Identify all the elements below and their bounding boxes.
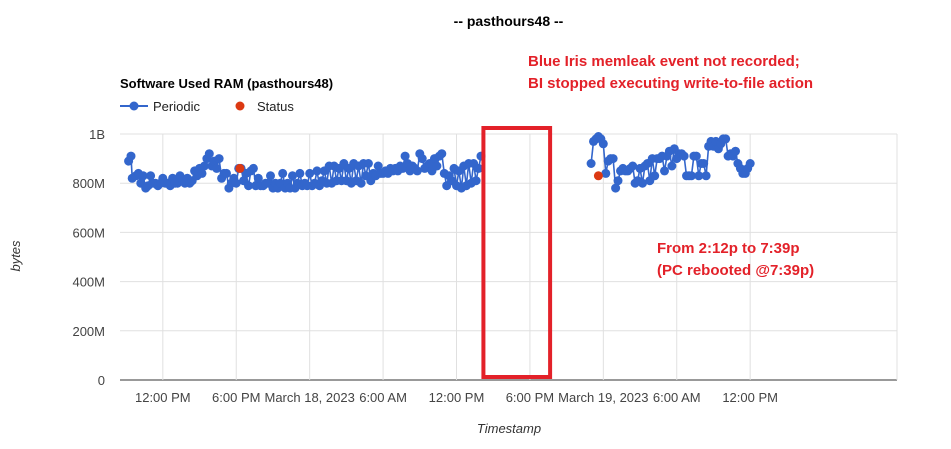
data-point-periodic[interactable] <box>214 154 224 164</box>
data-point-periodic[interactable] <box>295 168 305 178</box>
y-tick-label: 0 <box>98 373 105 388</box>
data-point-periodic[interactable] <box>278 168 288 178</box>
legend: Periodic Status <box>120 99 294 114</box>
y-tick-label: 1B <box>89 127 105 142</box>
data-point-periodic[interactable] <box>417 154 427 164</box>
data-point-periodic[interactable] <box>586 159 596 168</box>
data-point-periodic[interactable] <box>660 166 669 176</box>
data-point-periodic[interactable] <box>266 171 275 181</box>
data-point-periodic[interactable] <box>638 178 647 188</box>
x-tick-label: 6:00 PM <box>212 390 260 405</box>
x-tick-label: 6:00 AM <box>653 390 701 405</box>
data-point-periodic[interactable] <box>679 151 689 161</box>
data-point-periodic[interactable] <box>613 176 623 186</box>
x-tick-label: 12:00 PM <box>722 390 778 405</box>
y-axis-ticks: 0 200M 400M 600M 800M 1B <box>72 127 105 388</box>
data-point-periodic[interactable] <box>699 159 709 168</box>
x-tick-label: March 19, 2023 <box>558 390 648 405</box>
y-axis-label: bytes <box>8 240 23 272</box>
y-tick-label: 600M <box>72 225 105 240</box>
data-point-periodic[interactable] <box>199 161 209 171</box>
data-point-periodic[interactable] <box>432 161 442 171</box>
gap-highlight-box <box>481 126 553 379</box>
data-point-periodic[interactable] <box>598 139 608 149</box>
x-axis-label: Timestamp <box>477 421 541 436</box>
data-point-periodic[interactable] <box>650 171 660 181</box>
data-point-periodic[interactable] <box>126 151 136 161</box>
chart-title: Software Used RAM (pasthours48) <box>120 76 333 91</box>
data-point-periodic[interactable] <box>204 149 214 159</box>
series-points <box>124 132 755 193</box>
data-point-periodic[interactable] <box>667 161 677 171</box>
data-point-periodic[interactable] <box>731 146 740 156</box>
data-point-periodic[interactable] <box>356 178 366 188</box>
data-point-periodic[interactable] <box>197 168 207 178</box>
annotation-reboot: From 2:12p to 7:39p (PC rebooted @7:39p) <box>657 238 814 282</box>
data-point-periodic[interactable] <box>231 178 241 188</box>
data-point-periodic[interactable] <box>474 163 483 173</box>
x-tick-label: 6:00 AM <box>359 390 407 405</box>
data-point-periodic[interactable] <box>248 163 258 173</box>
legend-periodic[interactable]: Periodic <box>120 99 200 114</box>
data-point-periodic[interactable] <box>288 171 297 181</box>
annotation-reboot-line2: (PC rebooted @7:39p) <box>657 262 815 279</box>
data-point-status[interactable] <box>593 171 603 181</box>
legend-status[interactable]: Status <box>235 99 295 114</box>
data-point-periodic[interactable] <box>412 166 422 176</box>
x-tick-label: March 18, 2023 <box>264 390 354 405</box>
annotation-memleak-line1: Blue Iris memleak event not recorded; <box>528 53 800 70</box>
y-tick-label: 200M <box>72 324 105 339</box>
y-tick-label: 800M <box>72 176 105 191</box>
data-point-periodic[interactable] <box>691 151 701 161</box>
gridlines <box>120 133 898 381</box>
data-point-periodic[interactable] <box>601 168 611 178</box>
x-tick-label: 12:00 PM <box>429 390 485 405</box>
data-point-periodic[interactable] <box>146 171 156 181</box>
data-point-periodic[interactable] <box>222 168 231 178</box>
data-point-periodic[interactable] <box>471 176 481 186</box>
status-points <box>235 163 603 181</box>
annotation-memleak-line2: BI stopped executing write-to-file actio… <box>528 75 814 92</box>
data-point-periodic[interactable] <box>138 171 148 181</box>
x-tick-label: 12:00 PM <box>135 390 191 405</box>
data-point-periodic[interactable] <box>363 159 373 168</box>
annotation-memleak: Blue Iris memleak event not recorded; BI… <box>528 51 813 95</box>
x-axis-ticks: 12:00 PM 6:00 PM March 18, 2023 6:00 AM 12:0… <box>135 390 778 405</box>
data-point-periodic[interactable] <box>721 134 731 144</box>
data-point-periodic[interactable] <box>608 154 618 164</box>
data-point-periodic[interactable] <box>305 168 315 178</box>
data-point-periodic[interactable] <box>212 163 222 173</box>
data-point-periodic[interactable] <box>373 161 383 171</box>
data-point-periodic[interactable] <box>694 171 704 181</box>
data-point-periodic[interactable] <box>400 151 410 161</box>
data-point-periodic[interactable] <box>701 171 711 181</box>
data-point-periodic[interactable] <box>686 171 696 181</box>
data-point-periodic[interactable] <box>312 166 322 176</box>
data-point-periodic[interactable] <box>253 173 263 183</box>
data-point-periodic[interactable] <box>611 183 621 193</box>
y-tick-label: 400M <box>72 275 105 290</box>
data-point-periodic[interactable] <box>437 149 447 159</box>
data-point-periodic[interactable] <box>745 159 755 168</box>
data-point-periodic[interactable] <box>628 161 638 171</box>
page-title: -- pasthours48 -- <box>453 13 564 29</box>
data-point-periodic[interactable] <box>244 181 253 191</box>
legend-periodic-label: Periodic <box>153 99 200 114</box>
x-tick-label: 6:00 PM <box>506 390 554 405</box>
data-point-status[interactable] <box>235 163 245 173</box>
annotation-reboot-line1: From 2:12p to 7:39p <box>657 240 800 257</box>
legend-status-label: Status <box>257 99 294 114</box>
